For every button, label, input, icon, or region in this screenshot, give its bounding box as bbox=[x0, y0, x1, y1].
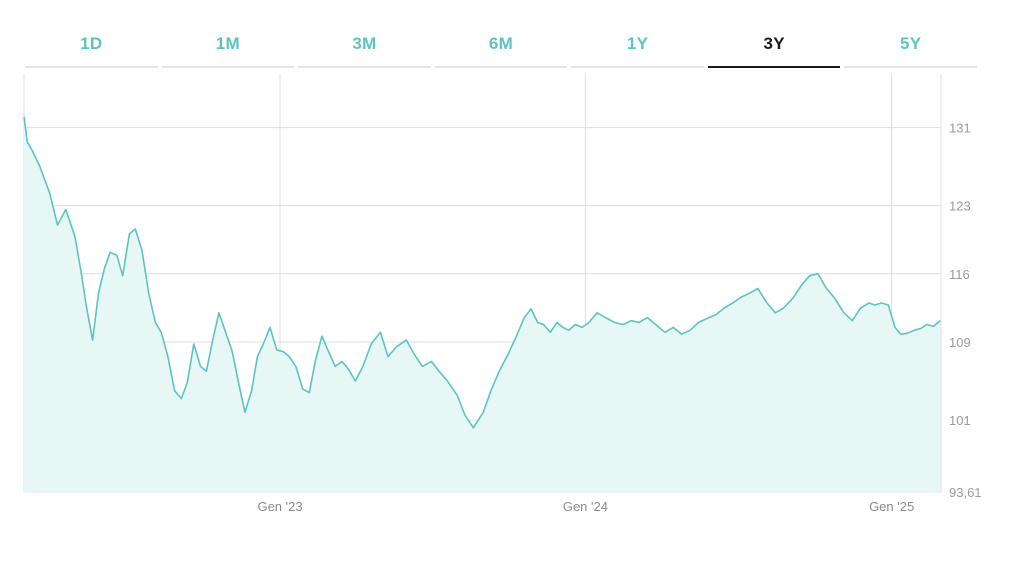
area-fill bbox=[24, 116, 941, 493]
y-axis: 131 123 116 109 101 93,61 bbox=[949, 121, 982, 500]
tab-5y[interactable]: 5Y bbox=[844, 30, 978, 68]
tab-3m[interactable]: 3M bbox=[298, 30, 431, 68]
tab-label: 1D bbox=[80, 34, 103, 53]
tab-6m[interactable]: 6M bbox=[434, 30, 568, 68]
y-tick-label: 93,61 bbox=[949, 485, 982, 500]
tab-label: 1M bbox=[215, 34, 240, 53]
y-tick-label: 131 bbox=[949, 121, 971, 136]
tab-label: 3M bbox=[352, 34, 377, 53]
x-tick-label: Gen '23 bbox=[257, 499, 302, 514]
tab-1d[interactable]: 1D bbox=[25, 30, 158, 68]
x-tick-label: Gen '24 bbox=[563, 499, 608, 514]
tab-3y[interactable]: 3Y bbox=[707, 30, 841, 68]
tab-label: 5Y bbox=[900, 34, 922, 53]
tab-label: 3Y bbox=[763, 34, 785, 53]
y-tick-label: 116 bbox=[949, 267, 970, 282]
y-tick-label: 101 bbox=[949, 413, 971, 428]
tab-underline bbox=[434, 66, 568, 68]
tab-underline bbox=[571, 66, 704, 68]
price-line bbox=[23, 116, 941, 429]
tab-underline bbox=[707, 66, 841, 68]
tab-label: 1Y bbox=[626, 34, 649, 53]
tab-1m[interactable]: 1M bbox=[161, 30, 295, 68]
tab-underline bbox=[844, 66, 978, 68]
y-tick-label: 123 bbox=[949, 199, 971, 214]
tab-1y[interactable]: 1Y bbox=[571, 30, 704, 68]
x-axis: Gen '23 Gen '24 Gen '25 bbox=[257, 499, 914, 514]
tab-underline bbox=[298, 66, 431, 68]
x-tick-label: Gen '25 bbox=[869, 499, 914, 514]
tab-label: 6M bbox=[488, 34, 514, 53]
y-tick-label: 109 bbox=[949, 335, 971, 350]
range-tabs: 1D 1M 3M 6M 1Y 3Y 5Y bbox=[25, 30, 978, 68]
tab-underline bbox=[161, 66, 295, 68]
tab-underline bbox=[25, 66, 158, 68]
